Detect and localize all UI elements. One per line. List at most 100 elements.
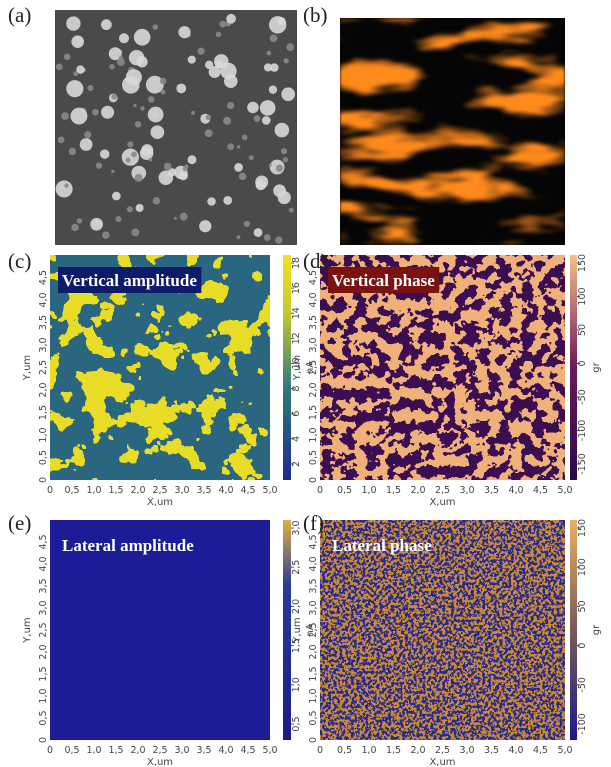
y-tick-label: 2,5 [308,622,319,637]
particle [71,224,78,231]
y-tick-label: 2,0 [38,382,49,397]
particle [227,102,234,109]
particle [56,63,63,70]
particle [178,26,190,38]
x-tick-label: 3,5 [484,485,499,496]
y-tick-label: 0 [38,737,49,743]
particle [270,34,278,42]
particle [281,148,287,154]
colorbar-tick-label: 16 [291,282,302,294]
y-tick-label: 1,5 [38,405,49,420]
x-tick-label: 1,0 [86,745,101,756]
y-tick-label: 0,5 [308,710,319,725]
particle [269,85,277,93]
x-tick-label: 4,5 [240,485,255,496]
x-tick-label: 0,5 [64,485,79,496]
x-axis-label: X,um [429,497,455,508]
panel-label: (b) [303,3,328,27]
y-tick-label: 0 [38,477,49,483]
x-tick-label: 2,0 [410,745,425,756]
particle [58,136,65,143]
x-tick-label: 3,5 [196,745,211,756]
colorbar-tick-label: 100 [577,287,588,305]
x-tick-label: 3,0 [459,745,474,756]
particle [174,217,177,220]
particle [109,64,115,70]
y-tick-label: 1,5 [38,666,49,681]
particle [140,106,144,110]
particle [185,165,189,169]
colorbar-tick-label: 0,5 [291,716,302,731]
y-axis-label: Y,um [292,355,303,381]
panel-title: Lateral phase [332,536,432,555]
particle [101,19,112,30]
x-tick-label: 3,0 [174,745,189,756]
x-tick-label: 5,0 [557,745,572,756]
particle [275,236,283,244]
afm-image [340,18,565,245]
colorbar-tick-label: 50 [577,600,588,612]
colorbar-tick-label: 2 [291,461,302,467]
x-tick-label: 4,0 [508,485,523,496]
y-tick-label: 4,5 [308,270,319,285]
particle [70,108,87,125]
particle [269,16,286,33]
colorbar-tick-label: 14 [291,307,302,319]
particle [122,76,140,94]
colorbar-tick-label: -50 [577,677,588,693]
y-tick-label: 4,5 [38,534,49,549]
colorbar-tick-label: 100 [577,558,588,576]
particle [236,235,240,239]
particle [188,56,196,64]
particle [100,149,109,158]
particle [148,96,154,102]
particle [96,162,102,168]
x-tick-label: 1,5 [108,745,123,756]
particle [56,180,73,197]
particle [164,163,172,171]
x-tick-label: 5,0 [262,745,277,756]
particle [111,170,114,173]
x-tick-label: 0,5 [64,745,79,756]
particle [73,71,78,76]
x-tick-label: 4,0 [218,485,233,496]
colorbar-tick-label: 50 [577,324,588,336]
colorbar [570,255,577,480]
y-axis-label: Y,um [22,617,33,643]
particle [239,173,246,180]
particle [188,155,197,164]
colorbar-tick-label: 3,0 [291,520,302,535]
colorbar-tick-label: -50 [577,389,588,405]
particle [160,78,167,85]
x-tick-label: 4,5 [533,485,548,496]
particle [249,155,254,160]
particle [205,129,213,137]
panel-title: Vertical amplitude [62,271,197,290]
colorbar-tick-label: -150 [577,453,588,475]
y-tick-label: 3,5 [38,315,49,330]
y-tick-label: 1,5 [308,666,319,681]
particle [66,80,83,97]
y-tick-label: 4,0 [38,292,49,307]
particle [115,216,121,222]
x-tick-label: 3,5 [196,485,211,496]
y-tick-label: 2,5 [38,360,49,375]
y-axis-label: Y,um [292,617,303,643]
x-tick-label: 3,0 [459,485,474,496]
y-tick-label: 4,5 [38,270,49,285]
particle [223,117,231,125]
particle [90,218,103,231]
y-tick-label: 0,5 [308,450,319,465]
y-tick-label: 1,0 [38,427,49,442]
x-tick-label: 1,5 [386,485,401,496]
colorbar-tick-label: -100 [577,420,588,442]
x-tick-label: 2,0 [130,745,145,756]
sem-image [55,10,297,245]
y-tick-label: 3,0 [308,337,319,352]
particle [227,143,234,150]
particle [102,231,110,239]
y-tick-label: 1,0 [308,427,319,442]
particle [87,85,93,91]
x-tick-label: 2,5 [152,485,167,496]
particle [134,29,151,46]
